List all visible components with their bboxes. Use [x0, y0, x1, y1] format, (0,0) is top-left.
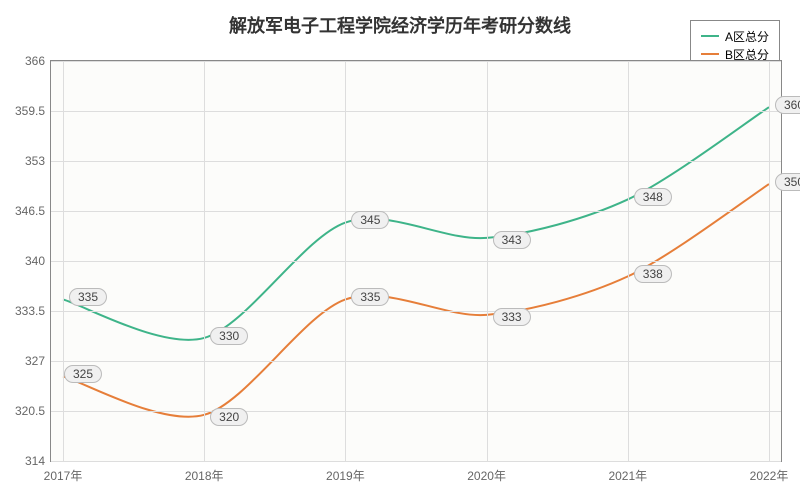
- legend-swatch-b: [701, 53, 719, 55]
- data-label: 338: [634, 265, 672, 283]
- grid-line-x: [769, 61, 770, 461]
- grid-line-y: [51, 411, 781, 412]
- y-axis-label: 320.5: [15, 404, 51, 418]
- grid-line-y: [51, 211, 781, 212]
- data-label: 343: [493, 231, 531, 249]
- series-line: [63, 184, 769, 417]
- plot-area: 314320.5327333.5340346.5353359.53662017年…: [50, 60, 782, 462]
- data-label: 350: [775, 173, 800, 191]
- data-label: 320: [210, 408, 248, 426]
- grid-line-x: [487, 61, 488, 461]
- legend-swatch-a: [701, 35, 719, 37]
- grid-line-x: [63, 61, 64, 461]
- data-label: 325: [64, 365, 102, 383]
- y-axis-label: 333.5: [15, 304, 51, 318]
- grid-line-y: [51, 161, 781, 162]
- data-label: 335: [351, 288, 389, 306]
- y-axis-label: 359.5: [15, 104, 51, 118]
- series-line: [63, 107, 769, 340]
- x-axis-label: 2022年: [750, 461, 789, 484]
- x-axis-label: 2019年: [326, 461, 365, 484]
- y-axis-label: 366: [25, 54, 51, 68]
- grid-line-y: [51, 361, 781, 362]
- y-axis-label: 346.5: [15, 204, 51, 218]
- x-axis-label: 2017年: [44, 461, 83, 484]
- grid-line-y: [51, 311, 781, 312]
- grid-line-x: [628, 61, 629, 461]
- x-axis-label: 2020年: [467, 461, 506, 484]
- grid-line-x: [204, 61, 205, 461]
- data-label: 348: [634, 188, 672, 206]
- grid-line-y: [51, 111, 781, 112]
- x-axis-label: 2021年: [608, 461, 647, 484]
- chart-container: 解放军电子工程学院经济学历年考研分数线 A区总分 B区总分 314320.532…: [0, 0, 800, 500]
- legend-item-a: A区总分: [701, 27, 769, 45]
- data-label: 333: [493, 308, 531, 326]
- y-axis-label: 327: [25, 354, 51, 368]
- y-axis-label: 353: [25, 154, 51, 168]
- data-label: 330: [210, 327, 248, 345]
- grid-line-y: [51, 461, 781, 462]
- legend-label-a: A区总分: [725, 28, 769, 45]
- grid-line-y: [51, 261, 781, 262]
- grid-line-x: [345, 61, 346, 461]
- x-axis-label: 2018年: [185, 461, 224, 484]
- chart-title: 解放军电子工程学院经济学历年考研分数线: [229, 12, 571, 38]
- grid-line-y: [51, 61, 781, 62]
- y-axis-label: 340: [25, 254, 51, 268]
- data-label: 345: [351, 211, 389, 229]
- data-label: 360: [775, 96, 800, 114]
- data-label: 335: [69, 288, 107, 306]
